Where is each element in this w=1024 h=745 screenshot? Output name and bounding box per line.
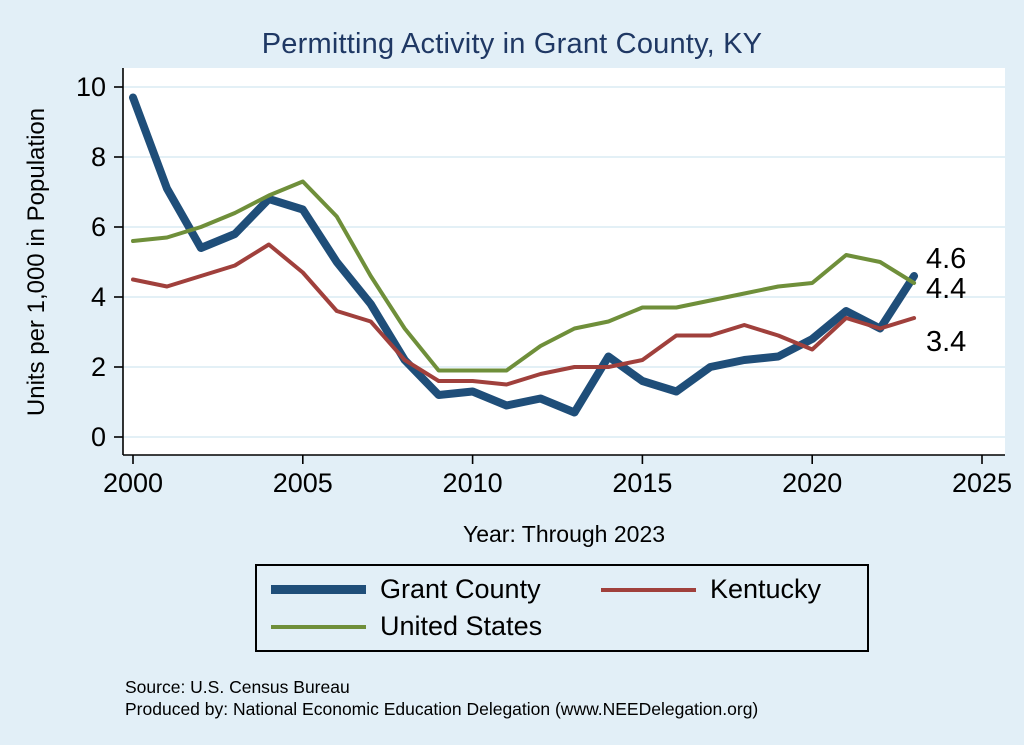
- series-line-kentucky: [131, 242, 917, 387]
- legend-label: United States: [380, 611, 543, 641]
- legend-item-kentucky: Kentucky: [601, 574, 853, 605]
- plot-background: [123, 68, 1005, 455]
- legend-box: Grant County Kentucky United States: [255, 564, 869, 652]
- legend-item-grant-county: Grant County: [271, 574, 601, 605]
- legend-label: Grant County: [380, 574, 541, 604]
- grant-county-line-swatch: [271, 585, 366, 594]
- legend-label: Kentucky: [710, 574, 822, 604]
- end-label: 3.4: [926, 326, 966, 358]
- y-tick-label: 4: [91, 282, 106, 312]
- end-label: 4.4: [926, 273, 966, 305]
- x-tick-label: 2005: [273, 468, 333, 498]
- chart-title: Permitting Activity in Grant County, KY: [261, 28, 763, 60]
- x-tick-label: 2020: [782, 468, 842, 498]
- y-tick-label: 0: [91, 422, 106, 452]
- x-tick-label: 2010: [443, 468, 503, 498]
- y-tick-label: 6: [91, 212, 106, 242]
- kentucky-line-swatch: [601, 587, 696, 592]
- footer-notes: Source: U.S. Census Bureau Produced by: …: [125, 676, 758, 720]
- produced-by-line: Produced by: National Economic Education…: [125, 699, 759, 719]
- x-axis-title: Year: Through 2023: [462, 521, 666, 547]
- series-line-grant-county: [129, 93, 919, 417]
- united-states-line-swatch: [271, 624, 366, 629]
- y-tick-label: 2: [91, 352, 106, 382]
- end-label: 4.6: [926, 243, 966, 275]
- x-tick-label: 2015: [612, 468, 672, 498]
- series-line-united-states: [131, 179, 917, 373]
- plot-area: 0 2 4 6 8 10 2000 2005 2010 2015 2020 2025 4.64.4 3.4: [76, 68, 1012, 498]
- y-tick-label: 10: [76, 72, 106, 102]
- x-tick-label: 2025: [952, 468, 1012, 498]
- legend-item-united-states: United States: [271, 611, 601, 642]
- source-line: Source: U.S. Census Bureau: [125, 677, 350, 697]
- x-tick-label: 2000: [103, 468, 163, 498]
- y-tick-label: 8: [91, 142, 106, 172]
